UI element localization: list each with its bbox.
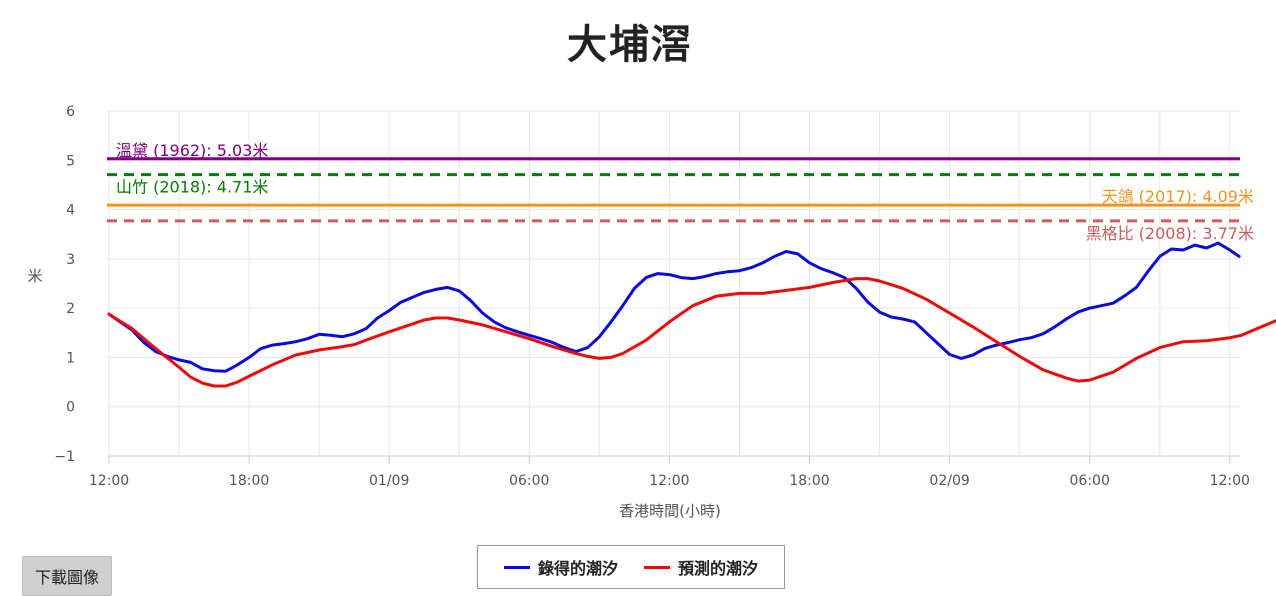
reference-line-label: 黑格比 (2008): 3.77米 xyxy=(1086,224,1254,243)
y-tick-label: 2 xyxy=(66,301,75,317)
chart-legend: 錄得的潮汐 預測的潮汐 xyxy=(477,545,785,589)
y-tick-label: 1 xyxy=(66,350,75,366)
x-tick-label: 18:00 xyxy=(789,473,829,489)
axes xyxy=(107,455,1240,464)
legend-swatch-predicted xyxy=(644,565,670,569)
x-axis-title: 香港時間(小時) xyxy=(619,502,721,520)
y-axis-title: 米 xyxy=(27,267,42,285)
series-line-recorded xyxy=(107,241,1241,373)
x-tick-label: 01/09 xyxy=(369,473,409,489)
y-tick-label: 6 xyxy=(66,104,75,120)
chart-title: 大埔滘 xyxy=(567,22,693,68)
y-tick-label: 5 xyxy=(66,153,75,169)
series-line-predicted xyxy=(107,277,1276,388)
y-tick-label: −1 xyxy=(54,449,75,465)
legend-label-predicted: 預測的潮汐 xyxy=(678,559,759,578)
legend-item-recorded[interactable]: 錄得的潮汐 xyxy=(503,555,618,579)
x-tick-label: 06:00 xyxy=(1070,473,1110,489)
x-tick-label: 12:00 xyxy=(649,473,689,489)
x-tick-label: 12:00 xyxy=(1210,473,1250,489)
x-tick-label: 12:00 xyxy=(89,473,129,489)
x-tick-label: 18:00 xyxy=(229,473,269,489)
legend-label-recorded: 錄得的潮汐 xyxy=(537,559,618,578)
y-tick-label: 3 xyxy=(66,252,75,268)
legend-swatch-recorded xyxy=(503,565,530,569)
reference-line-label: 溫黛 (1962): 5.03米 xyxy=(116,141,268,160)
reference-line-label: 山竹 (2018): 4.71米 xyxy=(116,178,268,197)
y-tick-label: 0 xyxy=(66,400,75,416)
y-tick-label: 4 xyxy=(66,203,75,219)
legend-item-predicted[interactable]: 預測的潮汐 xyxy=(644,555,758,579)
download-image-button[interactable]: 下載圖像 xyxy=(22,556,112,596)
x-tick-label: 06:00 xyxy=(509,473,549,489)
x-tick-label: 02/09 xyxy=(929,473,969,489)
reference-line-label: 天鴿 (2017): 4.09米 xyxy=(1102,187,1254,206)
tick-labels: 6 5 4 3 2 1 0 −1 12:00 18:00 01/09 06:00 12:00 18:00 0… xyxy=(27,104,1249,520)
series-lines xyxy=(107,241,1276,388)
grid-lines xyxy=(107,110,1240,457)
